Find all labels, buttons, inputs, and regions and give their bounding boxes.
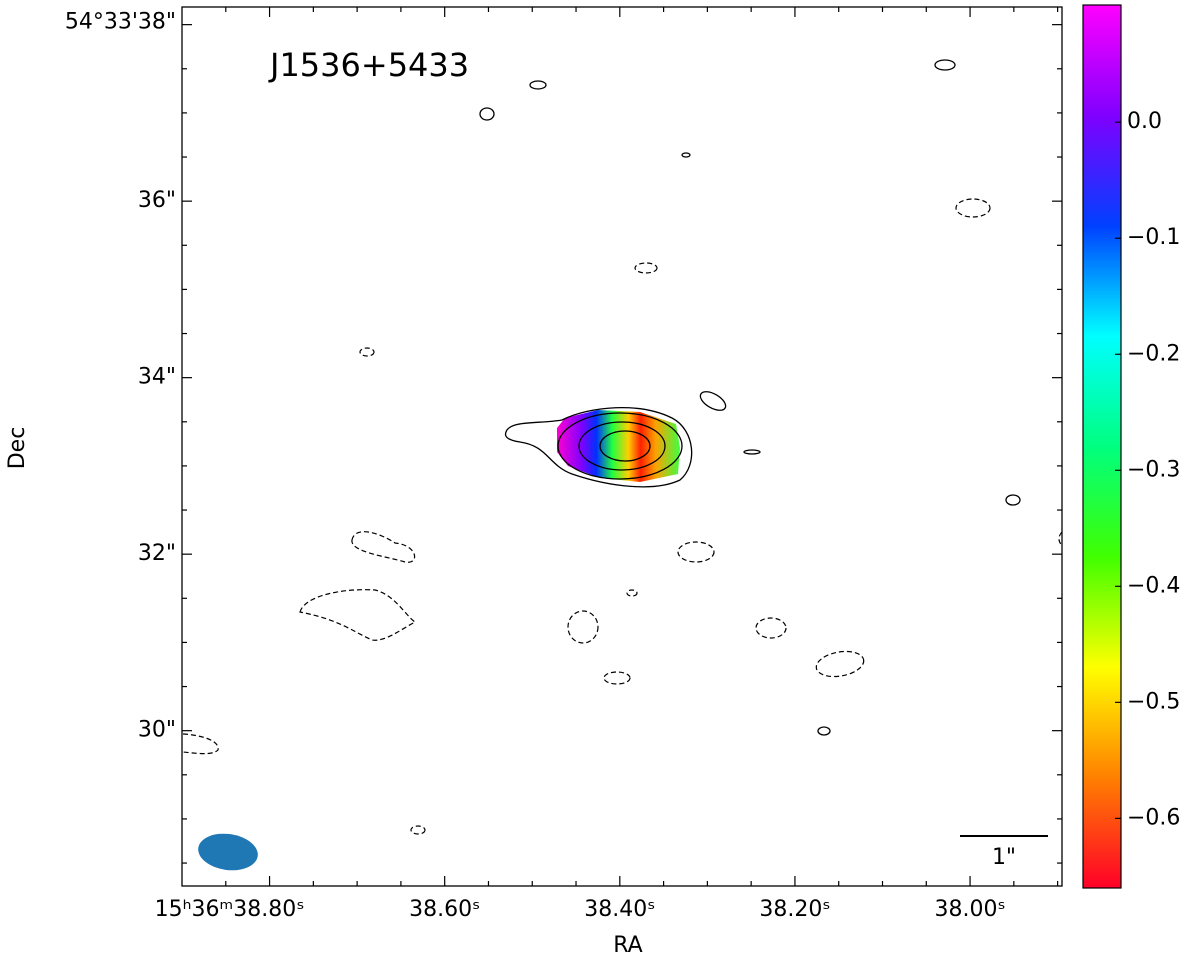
- colorbar-tick-label: 0.0: [1127, 109, 1162, 134]
- x-axis-label: RA: [613, 933, 642, 958]
- contours: [182, 59, 1063, 835]
- beam: [198, 833, 258, 871]
- colorbar-tick-label: −0.6: [1127, 805, 1180, 830]
- y-tick-label: 36": [138, 188, 176, 213]
- x-tick-label: 15ʰ36ᵐ38.80ˢ: [155, 897, 305, 922]
- colorbar-tick-label: −0.3: [1127, 457, 1180, 482]
- x-tick-label: 38.60ˢ: [409, 897, 480, 922]
- colorbar-tick-label: −0.1: [1127, 225, 1180, 250]
- colorbar-tick-label: −0.2: [1127, 341, 1180, 366]
- colorbar: [1082, 4, 1122, 889]
- scale-bar-label: 1": [992, 845, 1016, 870]
- x-tick-label: 38.20ˢ: [759, 897, 830, 922]
- colorbar-tick-label: −0.4: [1127, 573, 1180, 598]
- y-tick-label: 30": [138, 718, 176, 743]
- y-tick-label: 32": [138, 541, 176, 566]
- source-title: J1536+5433: [268, 46, 469, 84]
- colorbar-tick-label: −0.5: [1127, 689, 1180, 714]
- y-axis-label: Dec: [5, 427, 30, 470]
- y-tick-label: 54°33'38": [65, 10, 176, 35]
- x-tick-label: 38.40ˢ: [584, 897, 655, 922]
- y-tick-label: 34": [138, 365, 176, 390]
- x-tick-label: 38.00ˢ: [934, 897, 1005, 922]
